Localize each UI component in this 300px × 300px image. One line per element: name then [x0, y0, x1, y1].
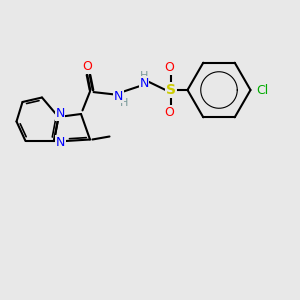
- Text: N: N: [55, 107, 65, 120]
- Text: N: N: [139, 76, 149, 90]
- Text: H: H: [120, 98, 129, 109]
- Text: H: H: [140, 71, 148, 81]
- Text: N: N: [114, 89, 123, 103]
- Text: O: O: [82, 60, 92, 74]
- Text: O: O: [165, 106, 174, 119]
- Text: S: S: [166, 83, 176, 97]
- Text: Cl: Cl: [256, 83, 268, 97]
- Text: N: N: [56, 136, 65, 149]
- Text: O: O: [165, 61, 174, 74]
